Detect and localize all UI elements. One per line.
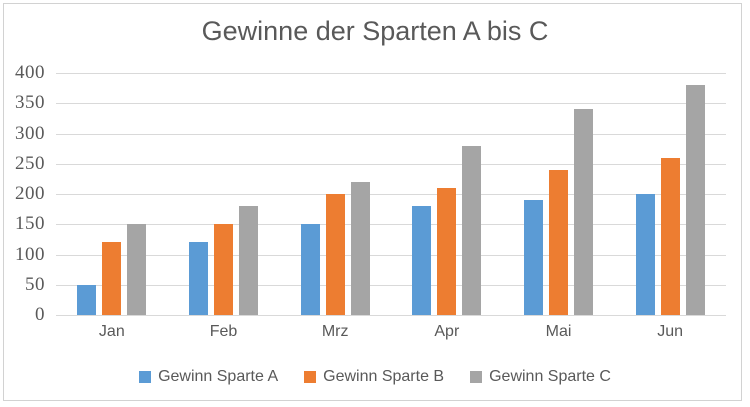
legend-item-gewinn-sparte-c: Gewinn Sparte C bbox=[470, 368, 611, 386]
gridline-350 bbox=[56, 103, 726, 104]
y-axis-tick-label: 200 bbox=[15, 183, 45, 204]
bar-gewinn-sparte-a-jan bbox=[77, 285, 96, 315]
y-axis-tick-label: 250 bbox=[15, 153, 45, 174]
bar-gewinn-sparte-a-jun bbox=[636, 194, 655, 315]
x-axis-category-label: Mrz bbox=[321, 323, 349, 340]
bar-gewinn-sparte-b-jun bbox=[661, 158, 680, 315]
legend-label: Gewinn Sparte A bbox=[158, 368, 279, 385]
legend-swatch bbox=[470, 371, 483, 383]
bar-gewinn-sparte-c-jan bbox=[127, 224, 146, 315]
bar-gewinn-sparte-b-mai bbox=[549, 170, 568, 315]
legend-swatch bbox=[139, 371, 152, 383]
gridline-150 bbox=[56, 224, 726, 225]
y-axis-tick-label: 150 bbox=[15, 213, 45, 234]
bar-gewinn-sparte-a-mrz bbox=[301, 224, 320, 315]
gridline-200 bbox=[56, 194, 726, 195]
bar-gewinn-sparte-c-mai bbox=[574, 109, 593, 315]
legend-label: Gewinn Sparte B bbox=[323, 368, 445, 385]
legend-swatch bbox=[304, 371, 317, 383]
bar-gewinn-sparte-a-apr bbox=[412, 206, 431, 315]
bar-gewinn-sparte-b-mrz bbox=[326, 194, 345, 315]
bar-gewinn-sparte-a-feb bbox=[189, 242, 208, 315]
gridline-250 bbox=[56, 164, 726, 165]
y-axis-tick-label: 400 bbox=[15, 62, 45, 83]
bar-gewinn-sparte-c-mrz bbox=[351, 182, 370, 315]
gridline-300 bbox=[56, 134, 726, 135]
y-axis-tick-label: 0 bbox=[35, 304, 45, 325]
gridline-400 bbox=[56, 73, 726, 74]
x-axis-category-label: Jun bbox=[657, 323, 684, 340]
x-axis-category-label: Apr bbox=[434, 323, 460, 340]
bar-gewinn-sparte-b-feb bbox=[214, 224, 233, 315]
x-axis-category-label: Jan bbox=[98, 323, 125, 340]
x-axis-category-label: Feb bbox=[209, 323, 238, 340]
legend-item-gewinn-sparte-b: Gewinn Sparte B bbox=[304, 368, 444, 386]
legend-item-gewinn-sparte-a: Gewinn Sparte A bbox=[139, 368, 278, 386]
bar-gewinn-sparte-c-jun bbox=[686, 85, 705, 315]
y-axis-tick-label: 300 bbox=[15, 123, 45, 144]
gridline-0 bbox=[56, 315, 726, 316]
x-axis-category-label: Mai bbox=[545, 323, 572, 340]
bar-gewinn-sparte-a-mai bbox=[524, 200, 543, 315]
bar-gewinn-sparte-b-apr bbox=[437, 188, 456, 315]
bar-gewinn-sparte-b-jan bbox=[102, 242, 121, 315]
chart-title: Gewinne der Sparten A bis C bbox=[201, 16, 549, 46]
y-axis-tick-label: 350 bbox=[15, 92, 45, 113]
legend: Gewinn Sparte A Gewinn Sparte B Gewinn Spa… bbox=[0, 368, 750, 386]
bar-gewinn-sparte-c-apr bbox=[462, 146, 481, 315]
y-axis-tick-label: 100 bbox=[15, 244, 45, 265]
chart-border-frame bbox=[3, 3, 742, 401]
legend-label: Gewinn Sparte C bbox=[489, 368, 611, 385]
y-axis-tick-label: 50 bbox=[25, 274, 45, 295]
gridline-100 bbox=[56, 255, 726, 256]
bar-gewinn-sparte-c-feb bbox=[239, 206, 258, 315]
gridline-50 bbox=[56, 285, 726, 286]
